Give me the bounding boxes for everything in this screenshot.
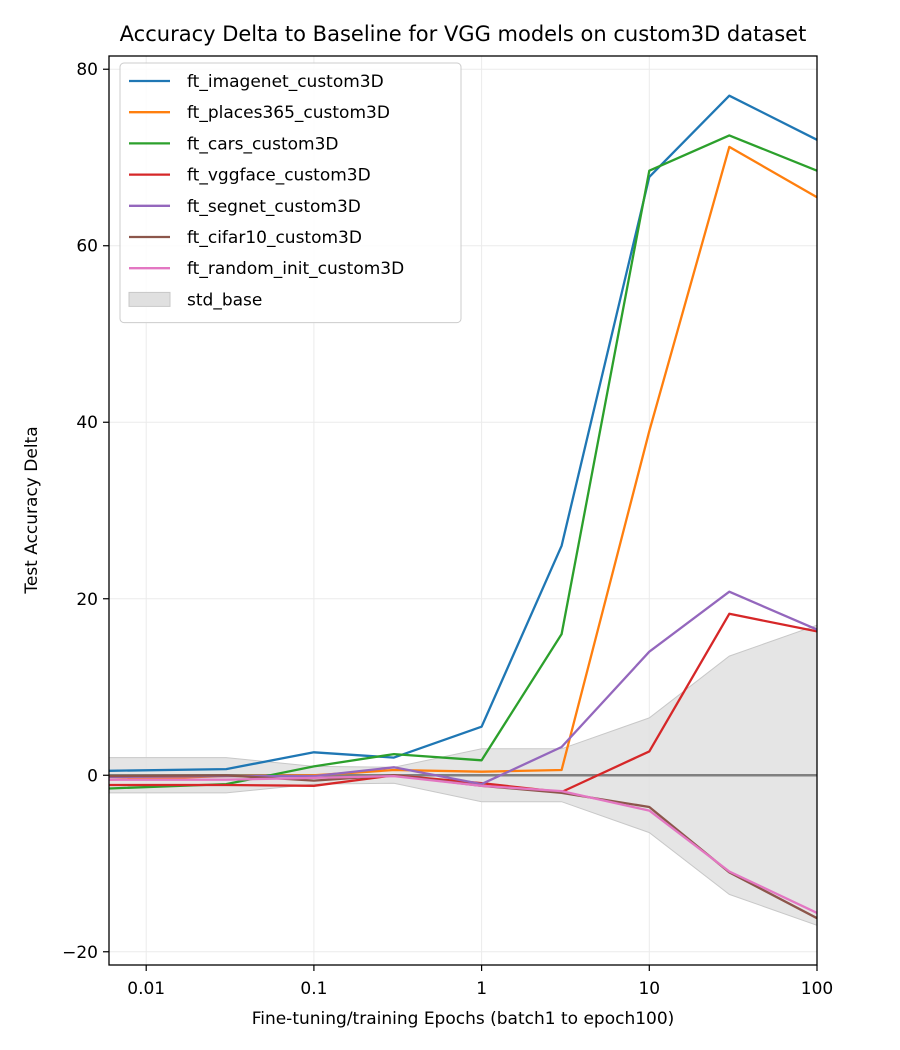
y-tick-label: 80 (76, 60, 98, 80)
y-axis-label: Test Accuracy Delta (22, 426, 42, 594)
legend-label-ft-segnet-custom3d: ft_segnet_custom3D (187, 197, 361, 217)
legend-box (119, 62, 462, 324)
x-tick-label: 0.01 (127, 979, 165, 999)
legend-label-std-base: std_base (187, 290, 262, 310)
chart-title: Accuracy Delta to Baseline for VGG model… (120, 22, 807, 46)
legend-label-ft-places365-custom3d: ft_places365_custom3D (187, 103, 390, 123)
legend-label-ft-cars-custom3d: ft_cars_custom3D (187, 134, 338, 154)
series-line-ft-imagenet-custom3d (108, 94, 818, 772)
y-tick-label: 40 (76, 413, 98, 433)
series-line-ft-random-init-custom3d (109, 774, 818, 914)
x-tick-label: 0.1 (300, 979, 327, 999)
legend-label-ft-random-init-custom3d: ft_random_init_custom3D (187, 259, 404, 279)
y-tick-label: 60 (76, 237, 98, 257)
x-tick-label: 10 (638, 979, 660, 999)
legend-label-ft-vggface-custom3d: ft_vggface_custom3D (187, 166, 371, 186)
x-tick-label: 100 (801, 979, 833, 999)
legend: ft_imagenet_custom3D ft_places365_custom3… (119, 62, 462, 324)
x-tick-label: 1 (476, 979, 487, 999)
y-tick-label: 0 (87, 766, 98, 786)
series-layer (108, 94, 818, 920)
y-tick-label: −20 (62, 943, 98, 963)
legend-label-ft-imagenet-custom3d: ft_imagenet_custom3D (187, 72, 384, 92)
axis-ticks: 0.01 0.1 1 10 100 −20 0 20 40 60 80 (62, 60, 833, 999)
plot-frame (108, 55, 818, 966)
legend-label-ft-cifar10-custom3d: ft_cifar10_custom3D (187, 228, 362, 248)
grid (109, 56, 818, 965)
legend-swatch-std-base (128, 291, 171, 307)
y-tick-label: 20 (76, 590, 98, 610)
x-axis-label: Fine-tuning/training Epochs (batch1 to e… (252, 1009, 675, 1029)
